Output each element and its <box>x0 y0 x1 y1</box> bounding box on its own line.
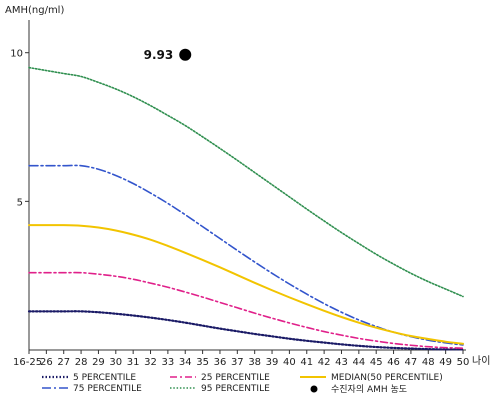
y-tick-label: 5 <box>17 197 23 208</box>
x-tick-label: 26 <box>40 357 53 368</box>
legend-label: 5 PERCENTILE <box>73 373 136 383</box>
x-tick-label: 33 <box>162 357 175 368</box>
y-tick-label: 10 <box>10 49 23 60</box>
x-tick-label: 42 <box>318 357 331 368</box>
x-tick-label: 46 <box>387 357 400 368</box>
series-line-25-percentile <box>28 271 464 350</box>
x-tick-label: 40 <box>283 357 296 368</box>
patient-amh-point <box>179 48 192 61</box>
legend-label: 95 PERCENTILE <box>201 384 270 394</box>
x-tick-label: 50 <box>457 357 470 368</box>
x-axis-title: 나이 <box>472 355 490 367</box>
x-tick-label: 44 <box>352 357 365 368</box>
x-tick-label: 41 <box>300 357 313 368</box>
x-tick-label: 45 <box>370 357 383 368</box>
x-tick-label: 34 <box>179 357 192 368</box>
series-line-95-percentile <box>28 66 464 298</box>
legend-label: MEDIAN(50 PERCENTILE) <box>331 373 443 383</box>
y-tick-group: 5 10 <box>10 49 29 208</box>
x-tick-label: 30 <box>109 357 122 368</box>
x-tick-label: 32 <box>144 357 157 368</box>
legend-point-marker <box>310 385 318 393</box>
x-tick-label: 37 <box>231 357 244 368</box>
legend-label: 수진자의 AMH 농도 <box>331 384 407 395</box>
legend-label: 25 PERCENTILE <box>201 373 270 383</box>
x-tick-label: 16-25 <box>13 357 42 368</box>
series-lines <box>27 66 465 351</box>
x-tick-label: 31 <box>127 357 140 368</box>
x-tick-label: 39 <box>266 357 279 368</box>
x-tick-label: 38 <box>248 357 261 368</box>
series-line-75-percentile <box>28 164 464 346</box>
x-tick-label: 36 <box>214 357 227 368</box>
legend: 5 PERCENTILE 25 PERCENTILE MEDIAN(50 PERCE… <box>42 373 443 395</box>
x-tick-label: 43 <box>335 357 348 368</box>
x-tick-label: 47 <box>405 357 418 368</box>
series-line-median-50-percentile <box>28 224 464 345</box>
x-tick-label: 35 <box>196 357 209 368</box>
x-tick-label: 48 <box>422 357 435 368</box>
x-tick-label: 27 <box>57 357 70 368</box>
y-axis-title: AMH(ng/ml) <box>5 5 64 16</box>
x-tick-label: 29 <box>92 357 105 368</box>
highlight-points: 9.93 <box>144 48 192 62</box>
x-tick-label: 28 <box>75 357 88 368</box>
legend-label: 75 PERCENTILE <box>73 384 142 394</box>
patient-amh-value-label: 9.93 <box>144 48 174 62</box>
x-tick-label: 49 <box>439 357 452 368</box>
series-line-5-percentile <box>27 310 465 351</box>
